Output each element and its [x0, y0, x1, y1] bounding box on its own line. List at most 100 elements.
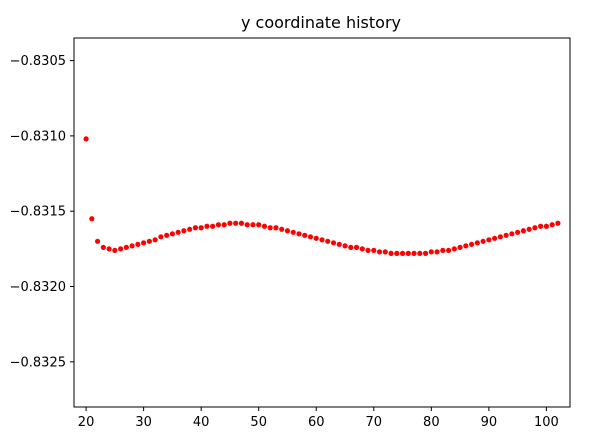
data-point: [399, 250, 406, 256]
data-point: [135, 241, 141, 247]
data-point: [417, 250, 423, 256]
data-point: [250, 222, 256, 228]
x-tick-label: 30: [135, 415, 152, 430]
data-point: [428, 249, 434, 255]
chart-title: y coordinate history: [241, 13, 401, 32]
data-point: [233, 220, 239, 226]
data-point: [497, 234, 503, 240]
x-tick-label: 80: [423, 415, 440, 430]
x-tick-label: 60: [308, 415, 325, 430]
data-point: [411, 250, 417, 256]
data-point: [434, 249, 440, 255]
data-point: [118, 246, 124, 252]
data-point: [330, 240, 337, 246]
data-point: [267, 225, 273, 231]
y-tick-label: −0.8305: [10, 54, 66, 69]
data-point: [221, 222, 227, 228]
data-point: [273, 225, 279, 231]
data-point: [169, 231, 175, 237]
data-point: [549, 222, 555, 228]
data-point: [261, 223, 268, 229]
data-point: [457, 244, 463, 250]
y-tick-label: −0.8325: [10, 355, 66, 370]
data-point: [112, 247, 118, 253]
data-point: [371, 247, 377, 253]
data-point: [192, 225, 199, 231]
data-point: [279, 226, 285, 232]
data-point: [158, 234, 164, 240]
data-point: [227, 220, 233, 226]
data-point: [342, 243, 348, 249]
data-point: [388, 250, 394, 256]
data-point: [492, 235, 498, 241]
data-point: [474, 240, 480, 246]
data-point: [526, 226, 532, 232]
data-point: [353, 244, 360, 250]
data-point: [422, 250, 429, 256]
data-point: [405, 250, 411, 256]
x-tick-label: 50: [250, 415, 267, 430]
data-point: [198, 225, 204, 231]
data-point: [152, 237, 158, 243]
x-tick-label: 90: [481, 415, 498, 430]
data-point: [94, 238, 101, 244]
data-point: [555, 220, 561, 226]
data-point: [187, 226, 193, 232]
data-point: [313, 235, 319, 241]
data-point: [451, 246, 457, 252]
data-point: [215, 222, 222, 228]
data-point: [480, 238, 486, 244]
data-point: [515, 229, 521, 235]
data-point: [365, 247, 371, 253]
data-point: [463, 243, 469, 249]
data-point: [440, 247, 446, 253]
data-point: [141, 240, 147, 246]
data-point: [325, 238, 331, 244]
data-point: [106, 246, 112, 252]
data-point: [100, 244, 106, 250]
data-point: [175, 229, 181, 235]
plot-frame: [73, 37, 571, 408]
data-point: [284, 228, 291, 234]
x-tick-label: 40: [193, 415, 210, 430]
data-point: [256, 222, 262, 228]
data-point: [244, 222, 250, 228]
data-point: [509, 231, 515, 237]
y-tick-label: −0.8310: [10, 129, 66, 144]
data-point: [376, 249, 383, 255]
data-point: [181, 228, 187, 234]
data-point: [543, 223, 550, 229]
data-point: [210, 223, 216, 229]
y-tick-label: −0.8320: [10, 280, 66, 295]
data-point: [89, 216, 95, 222]
data-point: [445, 247, 452, 253]
data-point: [532, 225, 538, 231]
data-point: [238, 220, 245, 226]
data-point: [469, 241, 475, 247]
x-tick-label: 100: [534, 415, 559, 430]
data-point: [382, 249, 388, 255]
data-point: [146, 238, 152, 244]
data-point: [296, 231, 302, 237]
x-tick-label: 70: [366, 415, 383, 430]
data-point: [290, 229, 296, 235]
y-axis-ticks: −0.8325 −0.8320 −0.8315 −0.8310 −0.8305: [10, 54, 74, 370]
data-point: [123, 244, 129, 250]
data-point: [486, 237, 492, 243]
data-point: [164, 232, 170, 238]
data-point: [204, 223, 210, 229]
data-point: [520, 228, 526, 234]
data-point: [538, 223, 544, 229]
x-axis-ticks: 20 30 40 50 60 70 80 90 100: [78, 407, 559, 430]
data-point: [348, 244, 354, 250]
data-point: [302, 232, 308, 238]
data-point: [394, 250, 400, 256]
data-point: [83, 136, 89, 142]
data-point: [319, 237, 325, 243]
data-point: [336, 241, 342, 247]
data-point: [129, 243, 135, 249]
y-tick-label: −0.8315: [10, 205, 66, 220]
data-point: [359, 246, 365, 252]
x-tick-label: 20: [78, 415, 95, 430]
